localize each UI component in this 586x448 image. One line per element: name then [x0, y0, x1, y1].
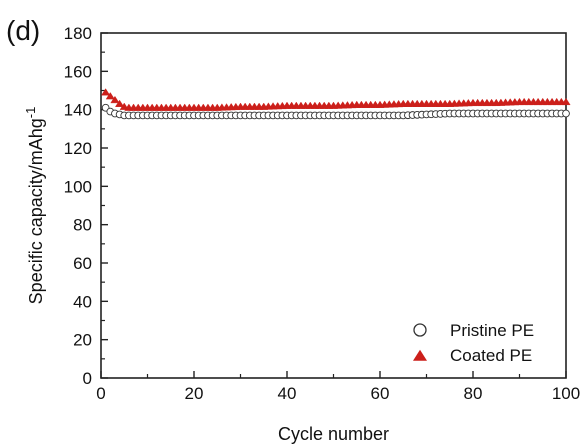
x-tick-label: 80 [464, 384, 483, 403]
data-point [562, 109, 570, 118]
data-point [561, 97, 571, 106]
x-tick-label: 0 [96, 384, 105, 403]
legend: Pristine PE Coated PE [413, 321, 534, 365]
data-point [105, 92, 115, 100]
x-tick-label: 20 [185, 384, 204, 403]
y-tick-label: 80 [73, 216, 92, 235]
y-axis: 0 20 40 60 80 100 120 140 160 180 [64, 24, 108, 388]
legend-label: Coated PE [450, 346, 532, 365]
x-axis: 0 20 40 60 80 100 [96, 371, 580, 403]
legend-label: Pristine PE [450, 321, 534, 340]
y-tick-label: 40 [73, 292, 92, 311]
y-axis-title-text: Specific capacity/mAhg [26, 118, 46, 304]
x-tick-label: 100 [552, 384, 580, 403]
y-tick-label: 0 [83, 369, 92, 388]
x-axis-title: Cycle number [278, 424, 389, 444]
series-layer [101, 88, 571, 120]
y-tick-label: 160 [64, 62, 92, 81]
legend-marker-triangle [413, 349, 427, 361]
y-tick-label: 100 [64, 177, 92, 196]
y-tick-label: 180 [64, 24, 92, 43]
legend-marker-circle [413, 323, 427, 337]
y-axis-title: Specific capacity/mAhg-1 [23, 107, 46, 305]
x-tick-label: 40 [278, 384, 297, 403]
y-axis-title-superscript: -1 [23, 107, 38, 119]
y-tick-label: 20 [73, 331, 92, 350]
y-tick-label: 60 [73, 254, 92, 273]
series-pristine-pe [101, 103, 570, 120]
data-point [115, 99, 125, 107]
y-tick-label: 140 [64, 101, 92, 120]
plot-area: 0 20 40 60 80 100 0 20 40 60 80 100 120 140 160 180 [64, 24, 581, 403]
data-point [101, 88, 111, 96]
y-tick-label: 120 [64, 139, 92, 158]
panel-label: (d) [6, 15, 40, 46]
series-coated-pe [101, 88, 571, 111]
data-point [110, 95, 120, 104]
x-tick-label: 60 [371, 384, 390, 403]
